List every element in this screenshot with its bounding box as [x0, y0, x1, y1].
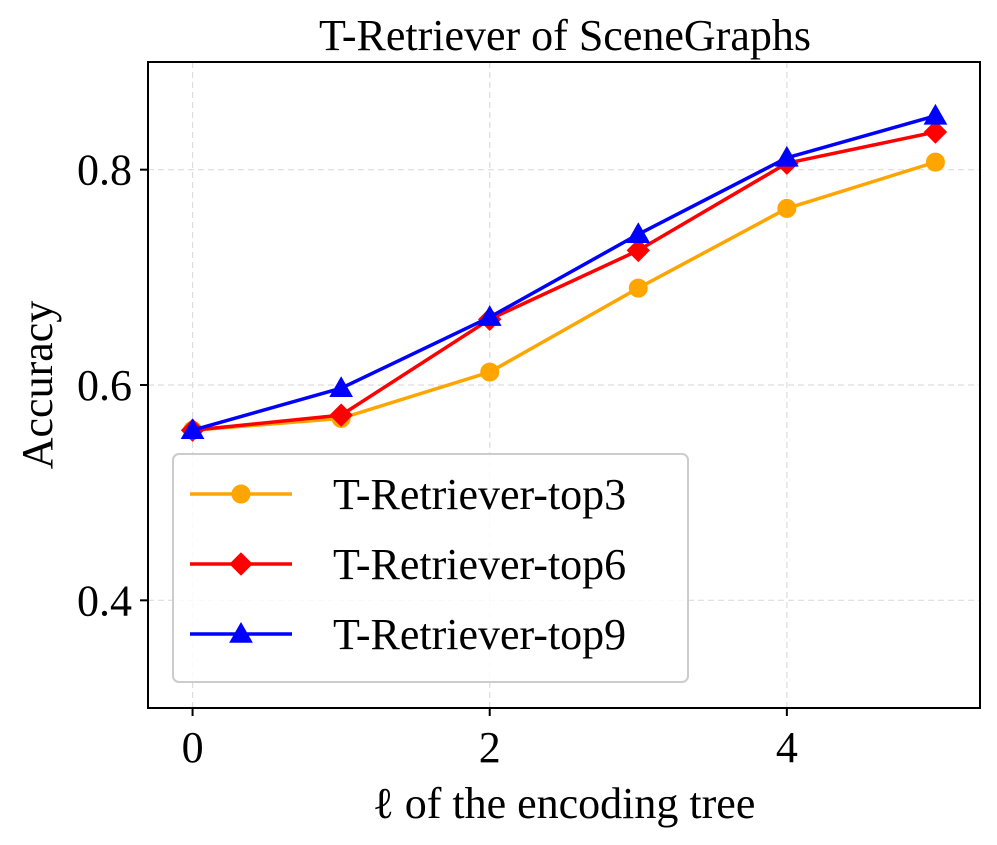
data-point — [626, 238, 650, 263]
legend-label: T-Retriever-top3 — [333, 470, 626, 519]
legend-marker — [229, 621, 253, 643]
data-point — [626, 222, 651, 244]
legend-label: T-Retriever-top6 — [333, 540, 626, 589]
data-point — [923, 120, 948, 144]
legend-marker — [231, 484, 251, 504]
legend-label: T-Retriever-top9 — [333, 610, 626, 659]
x-tick-label: 4 — [776, 723, 798, 772]
legend-entry-T-Retriever-top9: T-Retriever-top9 — [190, 610, 626, 659]
data-point — [925, 152, 945, 172]
y-tick-label: 0.6 — [77, 361, 132, 410]
data-point — [180, 418, 205, 439]
series-line — [190, 130, 938, 432]
series-line — [190, 160, 938, 432]
legend-entry-T-Retriever-top6: T-Retriever-top6 — [190, 540, 626, 589]
y-tick-label: 0.4 — [77, 576, 132, 625]
legend: T-Retriever-top3 T-Retriever-top6 T-Retrie… — [172, 453, 689, 683]
x-tick-label: 2 — [479, 723, 501, 772]
ticks: 0 2 4 0.4 0.6 0.8 — [77, 146, 798, 772]
data-point — [774, 145, 799, 167]
series-T-Retriever-top9 — [180, 103, 948, 439]
data-point — [329, 376, 354, 397]
legend-marker — [229, 552, 253, 576]
x-axis-label: ℓ of the encoding tree — [373, 779, 756, 828]
y-tick-label: 0.8 — [77, 146, 132, 195]
legend-entry-T-Retriever-top3: T-Retriever-top3 — [190, 470, 626, 519]
data-point — [777, 198, 797, 218]
data-point — [628, 278, 648, 298]
series-line — [190, 114, 938, 432]
data-point — [923, 103, 948, 125]
legend-box — [172, 453, 689, 683]
data-point — [477, 305, 502, 326]
series-layer — [180, 103, 948, 442]
x-tick-label: 0 — [182, 723, 204, 772]
y-axis-label: Accuracy — [13, 301, 62, 470]
chart-title: T-Retriever of SceneGraphs — [319, 11, 811, 60]
data-point — [329, 403, 353, 427]
data-point — [480, 362, 500, 382]
